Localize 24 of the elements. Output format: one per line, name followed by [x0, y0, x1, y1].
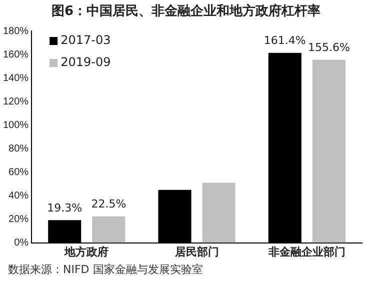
y-tick-label: 160%: [3, 49, 29, 60]
bar: [312, 60, 346, 243]
x-tick-label: 非金融企业部门: [267, 245, 346, 258]
y-tick-label: 40%: [8, 190, 29, 202]
x-tick-label: 地方政府: [64, 245, 109, 258]
y-tick-label: 20%: [8, 214, 29, 226]
y-tick-label: 120%: [3, 96, 29, 108]
chart-title: 图6：中国居民、非金融企业和地方政府杠杆率: [50, 2, 322, 21]
bar: [92, 216, 126, 243]
data-label: 22.5%: [91, 198, 126, 211]
data-label: 19.3%: [47, 201, 82, 214]
legend-label: 2019-09: [60, 55, 111, 70]
y-tick-label: 140%: [3, 72, 29, 84]
y-tick-label: 100%: [3, 120, 29, 131]
bar: [202, 182, 236, 243]
legend-label: 2017-03: [60, 33, 111, 48]
y-tick-label: 60%: [8, 166, 29, 178]
y-tick-label: 180%: [3, 26, 29, 37]
data-label: 161.4%: [264, 34, 306, 48]
y-tick-label: 80%: [8, 143, 29, 154]
source-note: 数据来源：NIFD 国家金融与发展实验室: [7, 262, 204, 277]
y-tick-label: 0%: [14, 238, 29, 249]
x-tick-label: 居民部门: [174, 245, 219, 258]
data-label: 155.6%: [308, 41, 350, 54]
